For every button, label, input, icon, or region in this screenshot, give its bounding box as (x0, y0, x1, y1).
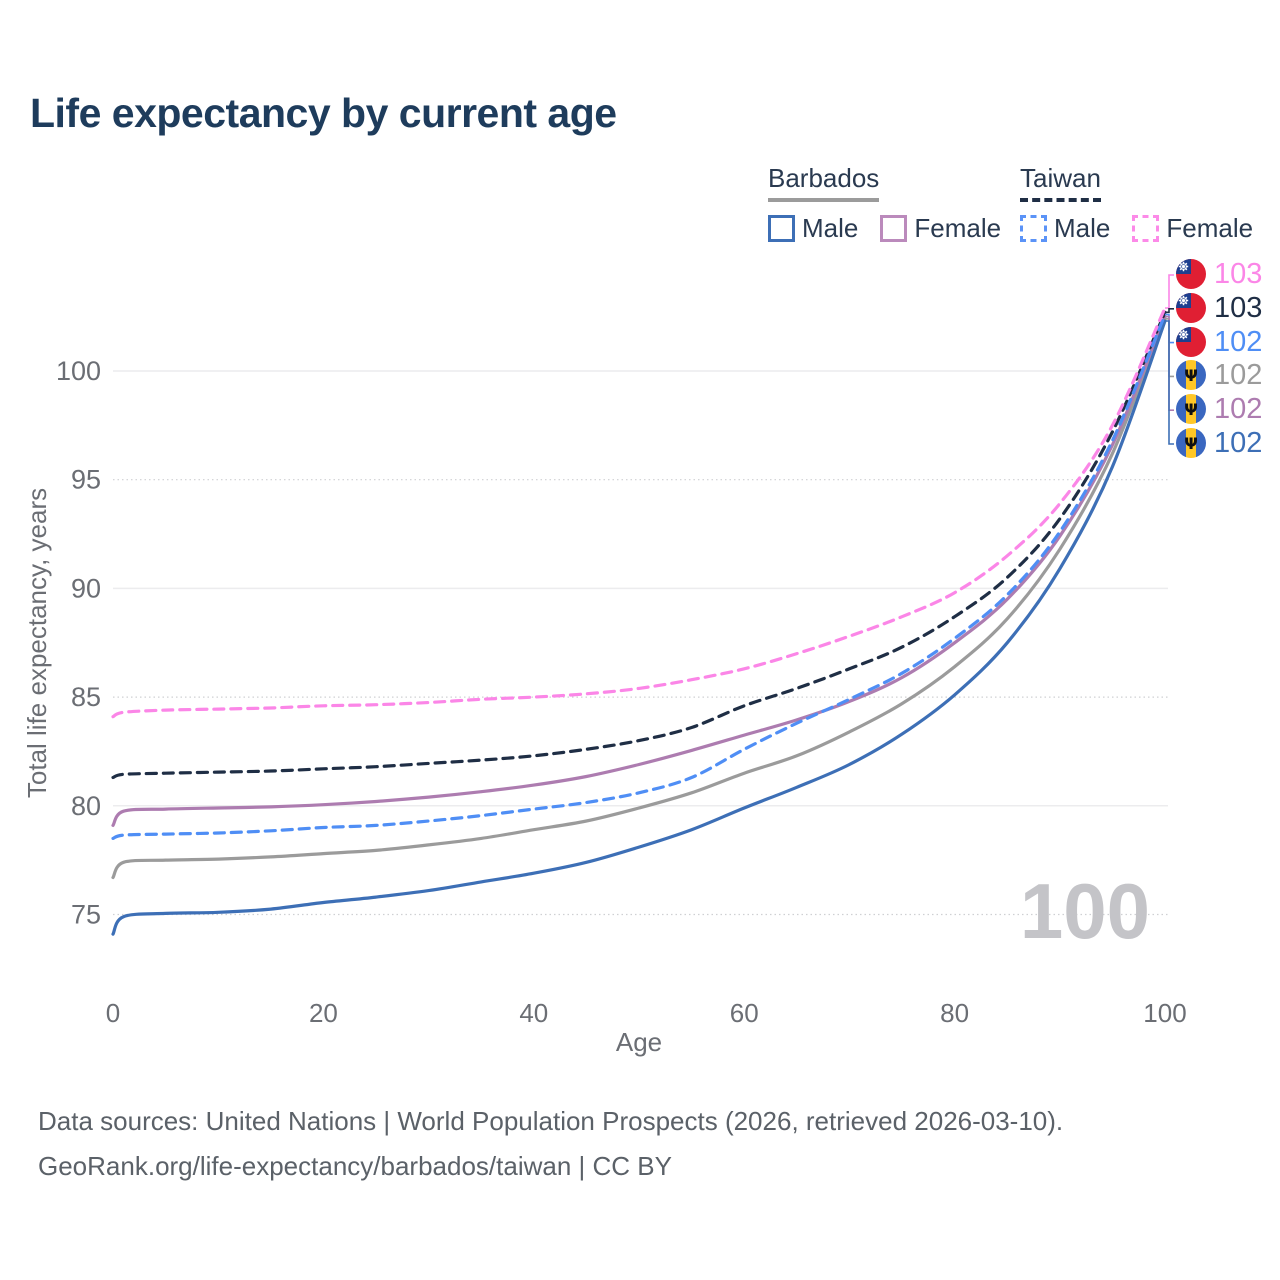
legend-group-barbados: Barbados Male Female (768, 163, 1001, 244)
legend-swatch-barbados-female (880, 215, 908, 242)
endpoint-label-taiwan: 103 (1176, 291, 1263, 324)
endpoint-label-barbados-female: Ψ 102 (1176, 393, 1263, 426)
legend-label-taiwan-female: Female (1166, 213, 1254, 243)
taiwan-flag-icon (1176, 292, 1206, 323)
x-tick-label: 40 (519, 998, 548, 1028)
footer-data-sources: Data sources: United Nations | World Pop… (38, 1106, 1064, 1136)
endpoint-value: 102 (1214, 427, 1263, 459)
legend-swatch-barbados-male (768, 215, 795, 242)
endpoint-label-barbados-male: Ψ 102 (1176, 428, 1262, 458)
chart-title: Life expectancy by current age (30, 90, 617, 136)
y-axis-title: Total life expectancy, years (22, 488, 52, 798)
endpoint-label-taiwan-female: 103 (1176, 259, 1262, 289)
y-tick-label: 95 (71, 465, 101, 495)
series-line-taiwan-male[interactable] (111, 312, 1167, 840)
endpoint-label-taiwan-male: 102 (1176, 325, 1263, 358)
age-cursor-watermark: 100 (1020, 867, 1150, 955)
endpoint-value: 102 (1214, 325, 1263, 358)
barbados-flag-icon: Ψ (1176, 394, 1206, 425)
endpoint-value: 103 (1214, 291, 1263, 324)
x-tick-label: 0 (106, 998, 120, 1028)
svg-text:Ψ: Ψ (1184, 400, 1198, 419)
series-line-barbados-female[interactable] (111, 315, 1167, 827)
y-tick-label: 75 (71, 900, 101, 930)
footer: Data sources: United Nations | World Pop… (38, 1106, 1063, 1196)
y-tick-label: 100 (56, 356, 101, 386)
series-line-taiwan-female[interactable] (111, 306, 1167, 719)
series-line-barbados-male[interactable] (111, 319, 1167, 936)
x-tick-label: 20 (309, 998, 338, 1028)
x-tick-label: 80 (940, 998, 969, 1028)
series-line-barbados[interactable] (111, 317, 1167, 880)
barbados-flag-icon: Ψ (1176, 428, 1206, 458)
endpoint-value: 102 (1214, 393, 1263, 426)
footer-attribution: GeoRank.org/life-expectancy/barbados/tai… (38, 1151, 672, 1181)
legend-items-barbados: Male Female (768, 213, 1001, 244)
endpoint-leader-line (1165, 274, 1174, 309)
legend-label-taiwan-male: Male (1054, 213, 1111, 243)
endpoint-label-barbados: Ψ 102 (1176, 359, 1263, 392)
y-tick-label: 90 (71, 573, 101, 603)
legend-swatch-taiwan-male (1020, 215, 1047, 242)
legend-group-taiwan: Taiwan Male Female (1020, 163, 1253, 244)
endpoint-value: 102 (1214, 359, 1263, 392)
legend-item-taiwan-male[interactable]: Male (1020, 213, 1110, 244)
x-axis-title: Age (616, 1027, 662, 1057)
svg-text:Ψ: Ψ (1184, 366, 1198, 385)
barbados-flag-icon: Ψ (1176, 360, 1206, 391)
endpoint-leader-line (1165, 320, 1174, 445)
series-line-taiwan[interactable] (111, 310, 1167, 780)
legend-item-taiwan-female[interactable]: Female (1132, 213, 1253, 244)
endpoint-value: 103 (1214, 258, 1263, 290)
legend-swatch-taiwan-female (1132, 215, 1160, 242)
taiwan-flag-icon (1176, 326, 1206, 357)
legend-country-taiwan: Taiwan (1020, 163, 1101, 202)
y-tick-label: 85 (71, 682, 101, 712)
legend-item-barbados-male[interactable]: Male (768, 213, 858, 244)
legend-items-taiwan: Male Female (1020, 213, 1253, 244)
legend-item-barbados-female[interactable]: Female (880, 213, 1001, 244)
x-tick-label: 100 (1143, 998, 1186, 1028)
taiwan-flag-icon (1176, 259, 1206, 289)
legend-label-barbados-female: Female (914, 213, 1002, 243)
endpoint-leader-line (1165, 308, 1174, 314)
legend-label-barbados-male: Male (802, 213, 859, 243)
legend-country-barbados: Barbados (768, 163, 880, 202)
y-tick-label: 80 (71, 791, 101, 821)
svg-text:Ψ: Ψ (1184, 434, 1198, 453)
x-tick-label: 60 (730, 998, 759, 1028)
